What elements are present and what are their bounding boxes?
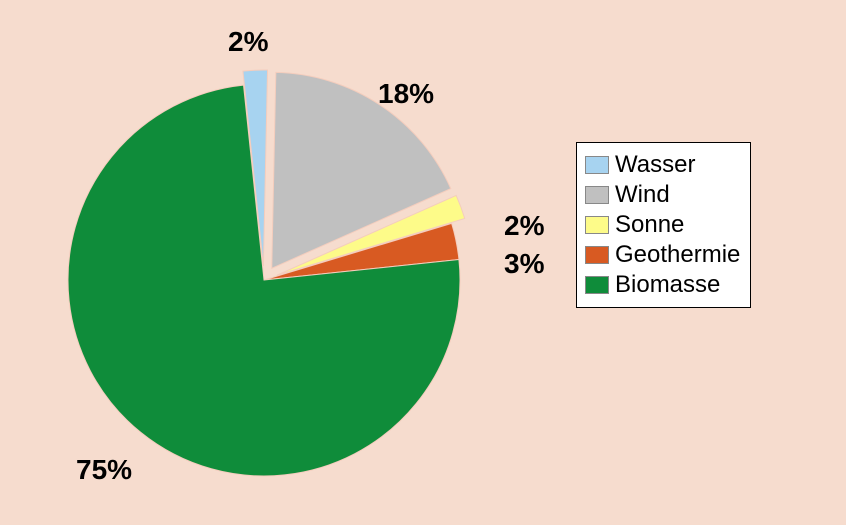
legend-swatch [585, 186, 609, 204]
data-label: 75% [76, 454, 132, 486]
legend-item: Wind [585, 181, 740, 209]
data-label: 3% [504, 248, 544, 280]
legend-swatch [585, 246, 609, 264]
data-label: 2% [228, 26, 268, 58]
legend-item: Biomasse [585, 271, 740, 299]
legend-swatch [585, 276, 609, 294]
legend-item: Geothermie [585, 241, 740, 269]
legend: WasserWindSonneGeothermieBiomasse [576, 142, 751, 308]
data-label: 2% [504, 210, 544, 242]
legend-item: Sonne [585, 211, 740, 239]
data-label: 18% [378, 78, 434, 110]
legend-label: Sonne [615, 211, 684, 239]
pie-svg [50, 66, 478, 494]
legend-label: Wasser [615, 151, 695, 179]
legend-label: Biomasse [615, 271, 720, 299]
chart-stage: WasserWindSonneGeothermieBiomasse 2% 18% 2… [0, 0, 846, 525]
pie-chart [50, 66, 478, 499]
legend-swatch [585, 216, 609, 234]
legend-item: Wasser [585, 151, 740, 179]
legend-label: Geothermie [615, 241, 740, 269]
legend-swatch [585, 156, 609, 174]
legend-label: Wind [615, 181, 670, 209]
